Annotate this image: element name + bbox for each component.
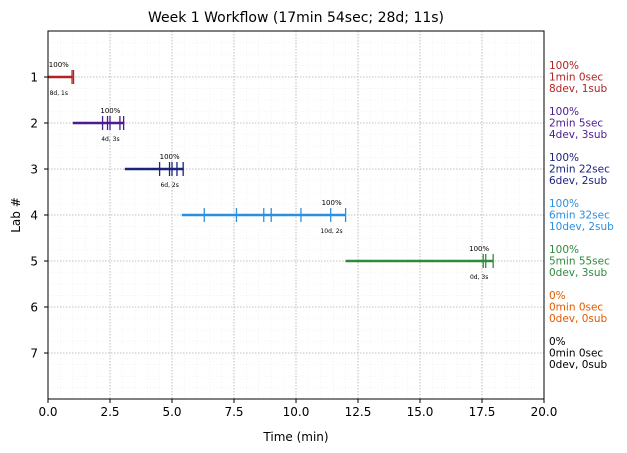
x-tick-label: 15.0 — [407, 405, 434, 419]
x-axis-label: Time (min) — [262, 430, 328, 444]
x-tick-label: 2.5 — [100, 405, 119, 419]
lab-1-summary-line: 100% — [549, 60, 579, 72]
y-tick-label: 6 — [30, 301, 38, 315]
lab-3-summary-line: 6dev, 2sub — [549, 175, 608, 187]
lab-2-summary-line: 2min 5sec — [549, 118, 603, 130]
timeline-bars: 100% 8d, 1s 100% 4d, 3s 100% 6d, 2s 100% 10d, 2… — [48, 61, 494, 281]
y-tick-label: 2 — [30, 117, 38, 131]
lab-3-summary-line: 100% — [549, 152, 579, 164]
lab-2-summary-line: 4dev, 3sub — [549, 129, 608, 141]
lab-5-summary-line: 0dev, 3sub — [549, 267, 608, 279]
x-tick-label: 10.0 — [283, 405, 310, 419]
chart-title: Week 1 Workflow (17min 54sec; 28d; 11s) — [148, 10, 444, 26]
lab-2-dev-sub-label: 4d, 3s — [101, 136, 119, 143]
lab-4-summary-line: 6min 32sec — [549, 210, 610, 222]
lab-7-summary-line: 0min 0sec — [549, 348, 603, 360]
lab-1-summary-line: 8dev, 1sub — [549, 83, 608, 95]
y-axis-label: Lab # — [9, 197, 23, 233]
lab-4-summary-line: 100% — [549, 198, 579, 210]
lab-7-summary-line: 0dev, 0sub — [549, 359, 608, 371]
x-tick-label: 5.0 — [162, 405, 181, 419]
lab-5-summary-line: 100% — [549, 244, 579, 256]
y-tick-label: 7 — [30, 347, 38, 361]
x-tick-label: 17.5 — [469, 405, 496, 419]
x-tick-label: 7.5 — [224, 405, 243, 419]
lab-3-percent-label: 100% — [160, 153, 180, 161]
lab-2-summary-line: 100% — [549, 106, 579, 118]
lab-4-summary-line: 10dev, 2sub — [549, 221, 614, 233]
lab-1-percent-label: 100% — [49, 61, 69, 69]
lab-3-dev-sub-label: 6d, 2s — [160, 182, 178, 189]
lab-1-summary-line: 1min 0sec — [549, 72, 603, 84]
x-tick-label: 20.0 — [531, 405, 558, 419]
lab-6-summary-line: 0min 0sec — [549, 302, 603, 314]
axes: 0.0 2.5 5.0 7.5 10.0 12.5 15.0 17.5 20.0 1 2 3 4 5 6 7 — [30, 71, 557, 420]
lab-7-summary-line: 0% — [549, 336, 566, 348]
y-tick-label: 3 — [30, 163, 38, 177]
lab-4-percent-label: 100% — [322, 199, 342, 207]
lab-4-dev-sub-label: 10d, 2s — [320, 228, 342, 235]
lab-5-summary-line: 5min 55sec — [549, 256, 610, 268]
lab-6-summary-line: 0dev, 0sub — [549, 313, 608, 325]
lab-1-dev-sub-label: 8d, 1s — [50, 90, 68, 97]
x-tick-label: 0.0 — [38, 405, 57, 419]
y-tick-label: 5 — [30, 255, 38, 269]
lab-2-percent-label: 100% — [100, 107, 120, 115]
x-tick-label: 12.5 — [345, 405, 372, 419]
lab-6-summary-line: 0% — [549, 290, 566, 302]
y-tick-label: 4 — [30, 209, 38, 223]
y-tick-label: 1 — [30, 71, 38, 85]
lab-5-percent-label: 100% — [469, 245, 489, 253]
lab-5-dev-sub-label: 0d, 3s — [470, 274, 488, 281]
lab-3-summary-line: 2min 22sec — [549, 164, 610, 176]
